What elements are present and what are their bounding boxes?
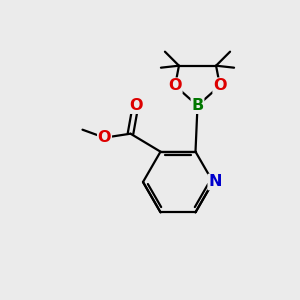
Text: O: O <box>129 98 142 113</box>
Text: O: O <box>168 78 182 93</box>
Text: O: O <box>98 130 111 145</box>
Text: B: B <box>191 98 204 113</box>
Text: N: N <box>208 175 222 190</box>
Text: O: O <box>213 78 227 93</box>
